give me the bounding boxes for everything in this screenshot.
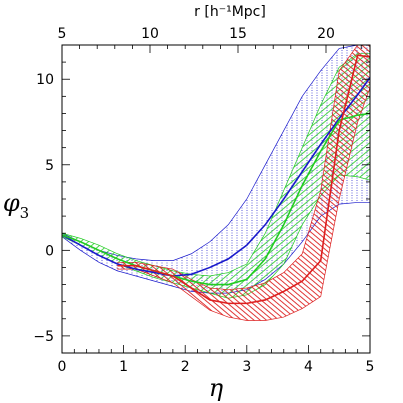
- top-axis-title: r [h⁻¹Mpc]: [194, 4, 266, 20]
- x-tick-label: 0: [58, 359, 67, 375]
- x-tick-label: 4: [304, 359, 313, 375]
- x-tick-label: 5: [366, 359, 375, 375]
- y-axis-title: φ3: [3, 189, 29, 222]
- x2-tick-label: 10: [141, 26, 159, 42]
- green-band: [62, 53, 370, 299]
- x-axis-title: η: [209, 374, 224, 402]
- x2-tick-label: 15: [229, 26, 247, 42]
- axes: [61, 44, 371, 354]
- red-series-line: [117, 54, 370, 305]
- uncertainty-bands: [62, 45, 370, 321]
- x-tick-label: 2: [181, 359, 190, 375]
- y-tick-label: 10: [36, 72, 54, 88]
- x-tick-label: 1: [119, 359, 128, 375]
- x2-tick-label: 20: [317, 26, 335, 42]
- x2-tick-label: 5: [58, 26, 67, 42]
- series-lines: [62, 54, 370, 305]
- red-band-lower: [117, 87, 370, 321]
- x-tick-label: 3: [242, 359, 251, 375]
- blue-series-line: [62, 77, 370, 277]
- green-series-line: [62, 112, 370, 286]
- red-band: [117, 45, 370, 321]
- green-band-upper: [62, 53, 370, 277]
- y-tick-label: 0: [45, 243, 54, 259]
- red-band-upper: [117, 45, 370, 291]
- y-tick-label: 5: [45, 158, 54, 174]
- y-tick-label: −5: [33, 329, 54, 345]
